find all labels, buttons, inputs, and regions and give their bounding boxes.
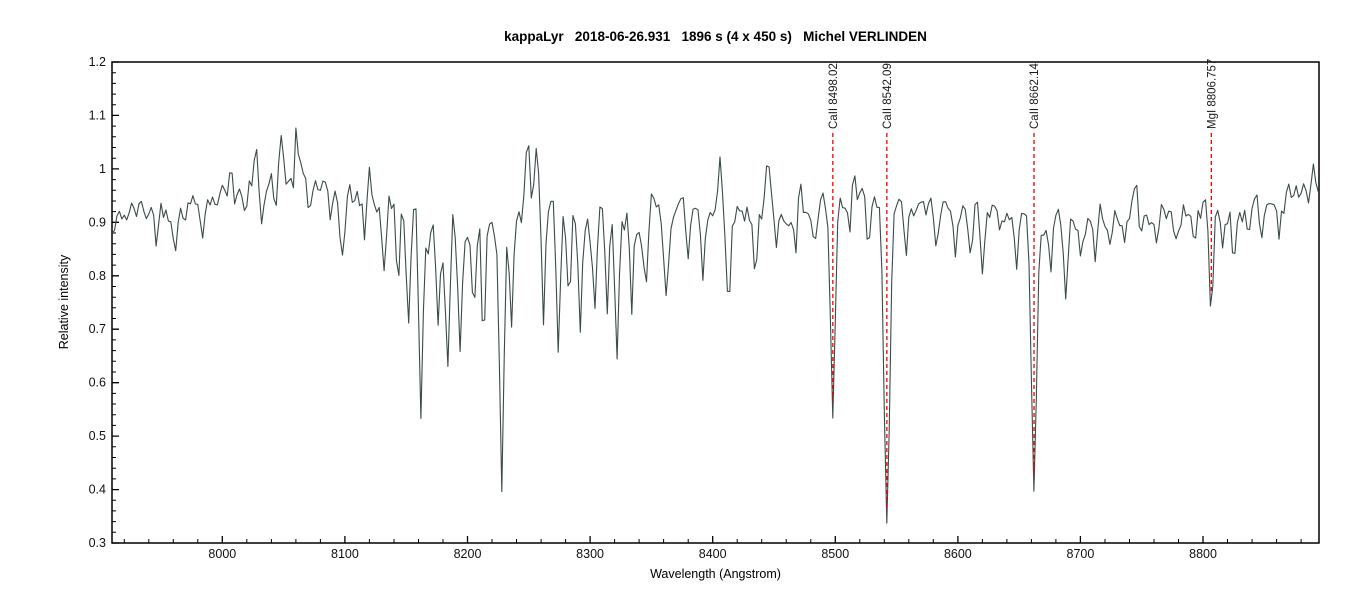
y-tick-label: 0.7 [89, 322, 106, 336]
minor-ticks [112, 72, 1302, 543]
y-tick-label: 1 [99, 162, 106, 176]
chart-title: kappaLyr 2018-06-26.931 1896 s (4 x 450 … [504, 29, 927, 44]
y-tick-label: 1.2 [89, 55, 106, 69]
y-tick-label: 0.4 [89, 483, 106, 497]
x-tick-label: 8300 [576, 547, 604, 561]
spectrum-trace [111, 127, 1319, 524]
spectral-line-label: CaII 8542.09 [882, 63, 894, 129]
major-ticks [112, 61, 1204, 544]
y-tick-label: 0.5 [89, 429, 106, 443]
y-axis-title: Relative intensity [57, 254, 71, 350]
y-tick-label: 0.9 [89, 215, 106, 229]
y-tick-label: 1.1 [89, 108, 106, 122]
y-tick-label: 0.6 [89, 376, 106, 390]
x-tick-label: 8700 [1067, 547, 1095, 561]
y-tick-label: 0.3 [89, 536, 106, 550]
x-tick-label: 8000 [208, 547, 236, 561]
spectral-line-label: CaII 8498.02 [828, 63, 840, 129]
spectral-line-label: CaII 8662.14 [1029, 63, 1041, 129]
x-axis-title: Wavelength (Angstrom) [650, 567, 781, 581]
x-tick-label: 8500 [821, 547, 849, 561]
x-tick-label: 8100 [331, 547, 359, 561]
x-tick-label: 8600 [944, 547, 972, 561]
spectral-line-label: MgI 8806.757 [1206, 59, 1218, 129]
x-tick-label: 8400 [699, 547, 727, 561]
y-tick-label: 0.8 [89, 269, 106, 283]
plot-border [111, 61, 1320, 544]
x-tick-label: 8800 [1189, 547, 1217, 561]
x-tick-label: 8200 [454, 547, 482, 561]
